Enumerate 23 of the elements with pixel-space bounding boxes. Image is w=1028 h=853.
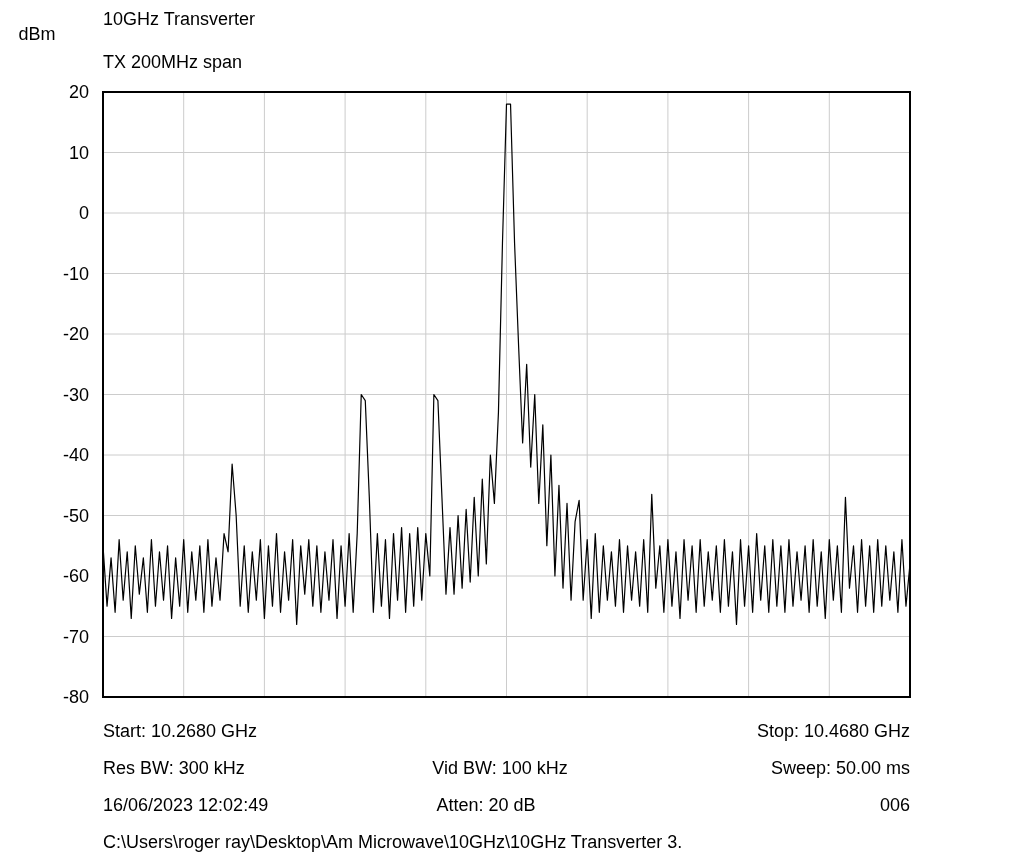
- y-tick-label: -40: [62, 445, 89, 465]
- text: Res BW: 300 kHz: [103, 758, 245, 778]
- text: Vid BW: 100 kHz: [432, 758, 568, 778]
- y-tick-label: -20: [62, 324, 89, 344]
- text: Sweep: 50.00 ms: [770, 758, 910, 778]
- chart-title: 10GHz Transverter: [103, 9, 256, 29]
- y-tick-label: -80: [62, 687, 89, 707]
- y-tick-label: 10: [68, 142, 89, 163]
- text: Start: 10.2680 GHz: [103, 721, 258, 741]
- text: 006: [879, 795, 910, 815]
- y-tick-label: -60: [62, 566, 89, 586]
- text: C:\Users\roger ray\Desktop\Am Microwave\10GHz\10GHz Transverter 3.: [103, 832, 683, 852]
- y-tick-label: -30: [62, 384, 89, 405]
- y-tick-label: 0: [78, 203, 89, 223]
- y-axis-title: dBm: [18, 24, 56, 44]
- y-tick-label: -50: [62, 505, 89, 526]
- y-tick-label: -70: [62, 626, 89, 647]
- text: Stop: 10.4680 GHz: [756, 721, 910, 741]
- y-tick-label: -10: [62, 263, 89, 284]
- text: Atten: 20 dB: [436, 795, 536, 815]
- text: 16/06/2023 12:02:49: [103, 795, 269, 815]
- y-tick-label: 20: [68, 82, 89, 102]
- chart-subtitle: TX 200MHz span: [103, 52, 243, 72]
